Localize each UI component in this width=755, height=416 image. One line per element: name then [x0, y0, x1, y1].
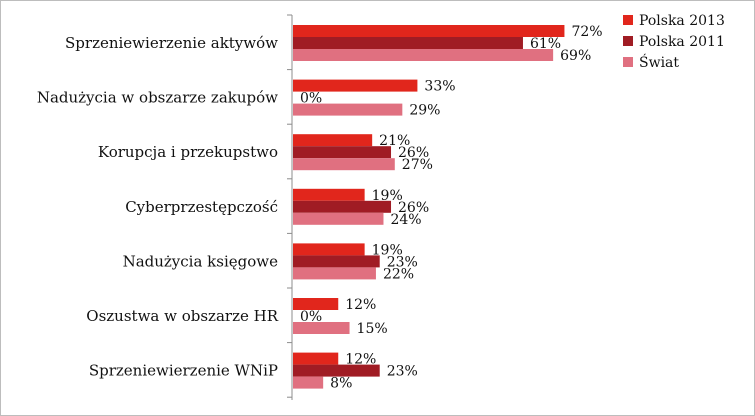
bar [293, 267, 376, 280]
data-label: 26% [398, 145, 429, 161]
legend-label: Polska 2013 [639, 13, 725, 29]
data-label: 27% [402, 157, 433, 173]
bar [293, 134, 373, 147]
bar [293, 188, 365, 201]
bar [293, 37, 523, 49]
bars-layer [293, 25, 565, 389]
category-label: Korupcja i przekupstwo [98, 143, 278, 161]
labels-layer: Sprzeniewierzenie aktywów 72% 61%69% Naduży… [37, 24, 603, 392]
data-label: 33% [424, 79, 455, 95]
category-label: Nadużycia księgowe [123, 252, 279, 270]
category-label: Cyberprzestępczość [125, 198, 278, 216]
bar [293, 200, 392, 213]
legend-swatch [623, 57, 633, 67]
bar [293, 322, 350, 334]
data-label: 19% [372, 188, 403, 204]
data-label: 12% [345, 352, 376, 368]
bar [293, 79, 418, 92]
legend-swatch [623, 36, 633, 46]
legend-label: Świat [639, 53, 679, 71]
bar [293, 49, 554, 61]
data-label: 69% [560, 48, 591, 64]
data-label: 72% [571, 24, 602, 40]
category-label: Nadużycia w obszarze zakupów [37, 89, 278, 107]
data-label: 19% [372, 242, 403, 258]
bar [293, 146, 392, 159]
legend-label: Polska 2011 [639, 34, 725, 50]
legend: Polska 2013 Polska 2011 Świat [623, 13, 725, 71]
data-label: 61% [530, 36, 561, 52]
data-label: 15% [357, 321, 388, 337]
data-label: 26% [398, 200, 429, 216]
data-label: 22% [383, 266, 414, 282]
category-label: Sprzeniewierzenie aktywów [65, 34, 278, 52]
data-label: 8% [330, 376, 352, 392]
category-label: Sprzeniewierzenie WNiP [89, 362, 278, 380]
bar [293, 158, 395, 171]
data-label: 29% [409, 103, 440, 119]
bar [293, 243, 365, 256]
bar [293, 255, 380, 268]
data-label: 24% [390, 212, 421, 228]
data-label: 23% [387, 364, 418, 380]
data-label: 23% [387, 254, 418, 270]
bar [293, 364, 380, 377]
data-label: 12% [345, 297, 376, 313]
bar [293, 103, 403, 116]
legend-swatch [623, 15, 633, 25]
bar [293, 376, 324, 389]
data-label: 0% [300, 91, 322, 107]
axis-layer [287, 14, 293, 400]
bar [293, 25, 565, 37]
data-label: 0% [300, 309, 322, 325]
data-label: 21% [379, 133, 410, 149]
category-label: Oszustwa w obszarze HR [86, 307, 278, 325]
bar [293, 352, 339, 365]
bar [293, 298, 339, 310]
bar [293, 212, 384, 225]
